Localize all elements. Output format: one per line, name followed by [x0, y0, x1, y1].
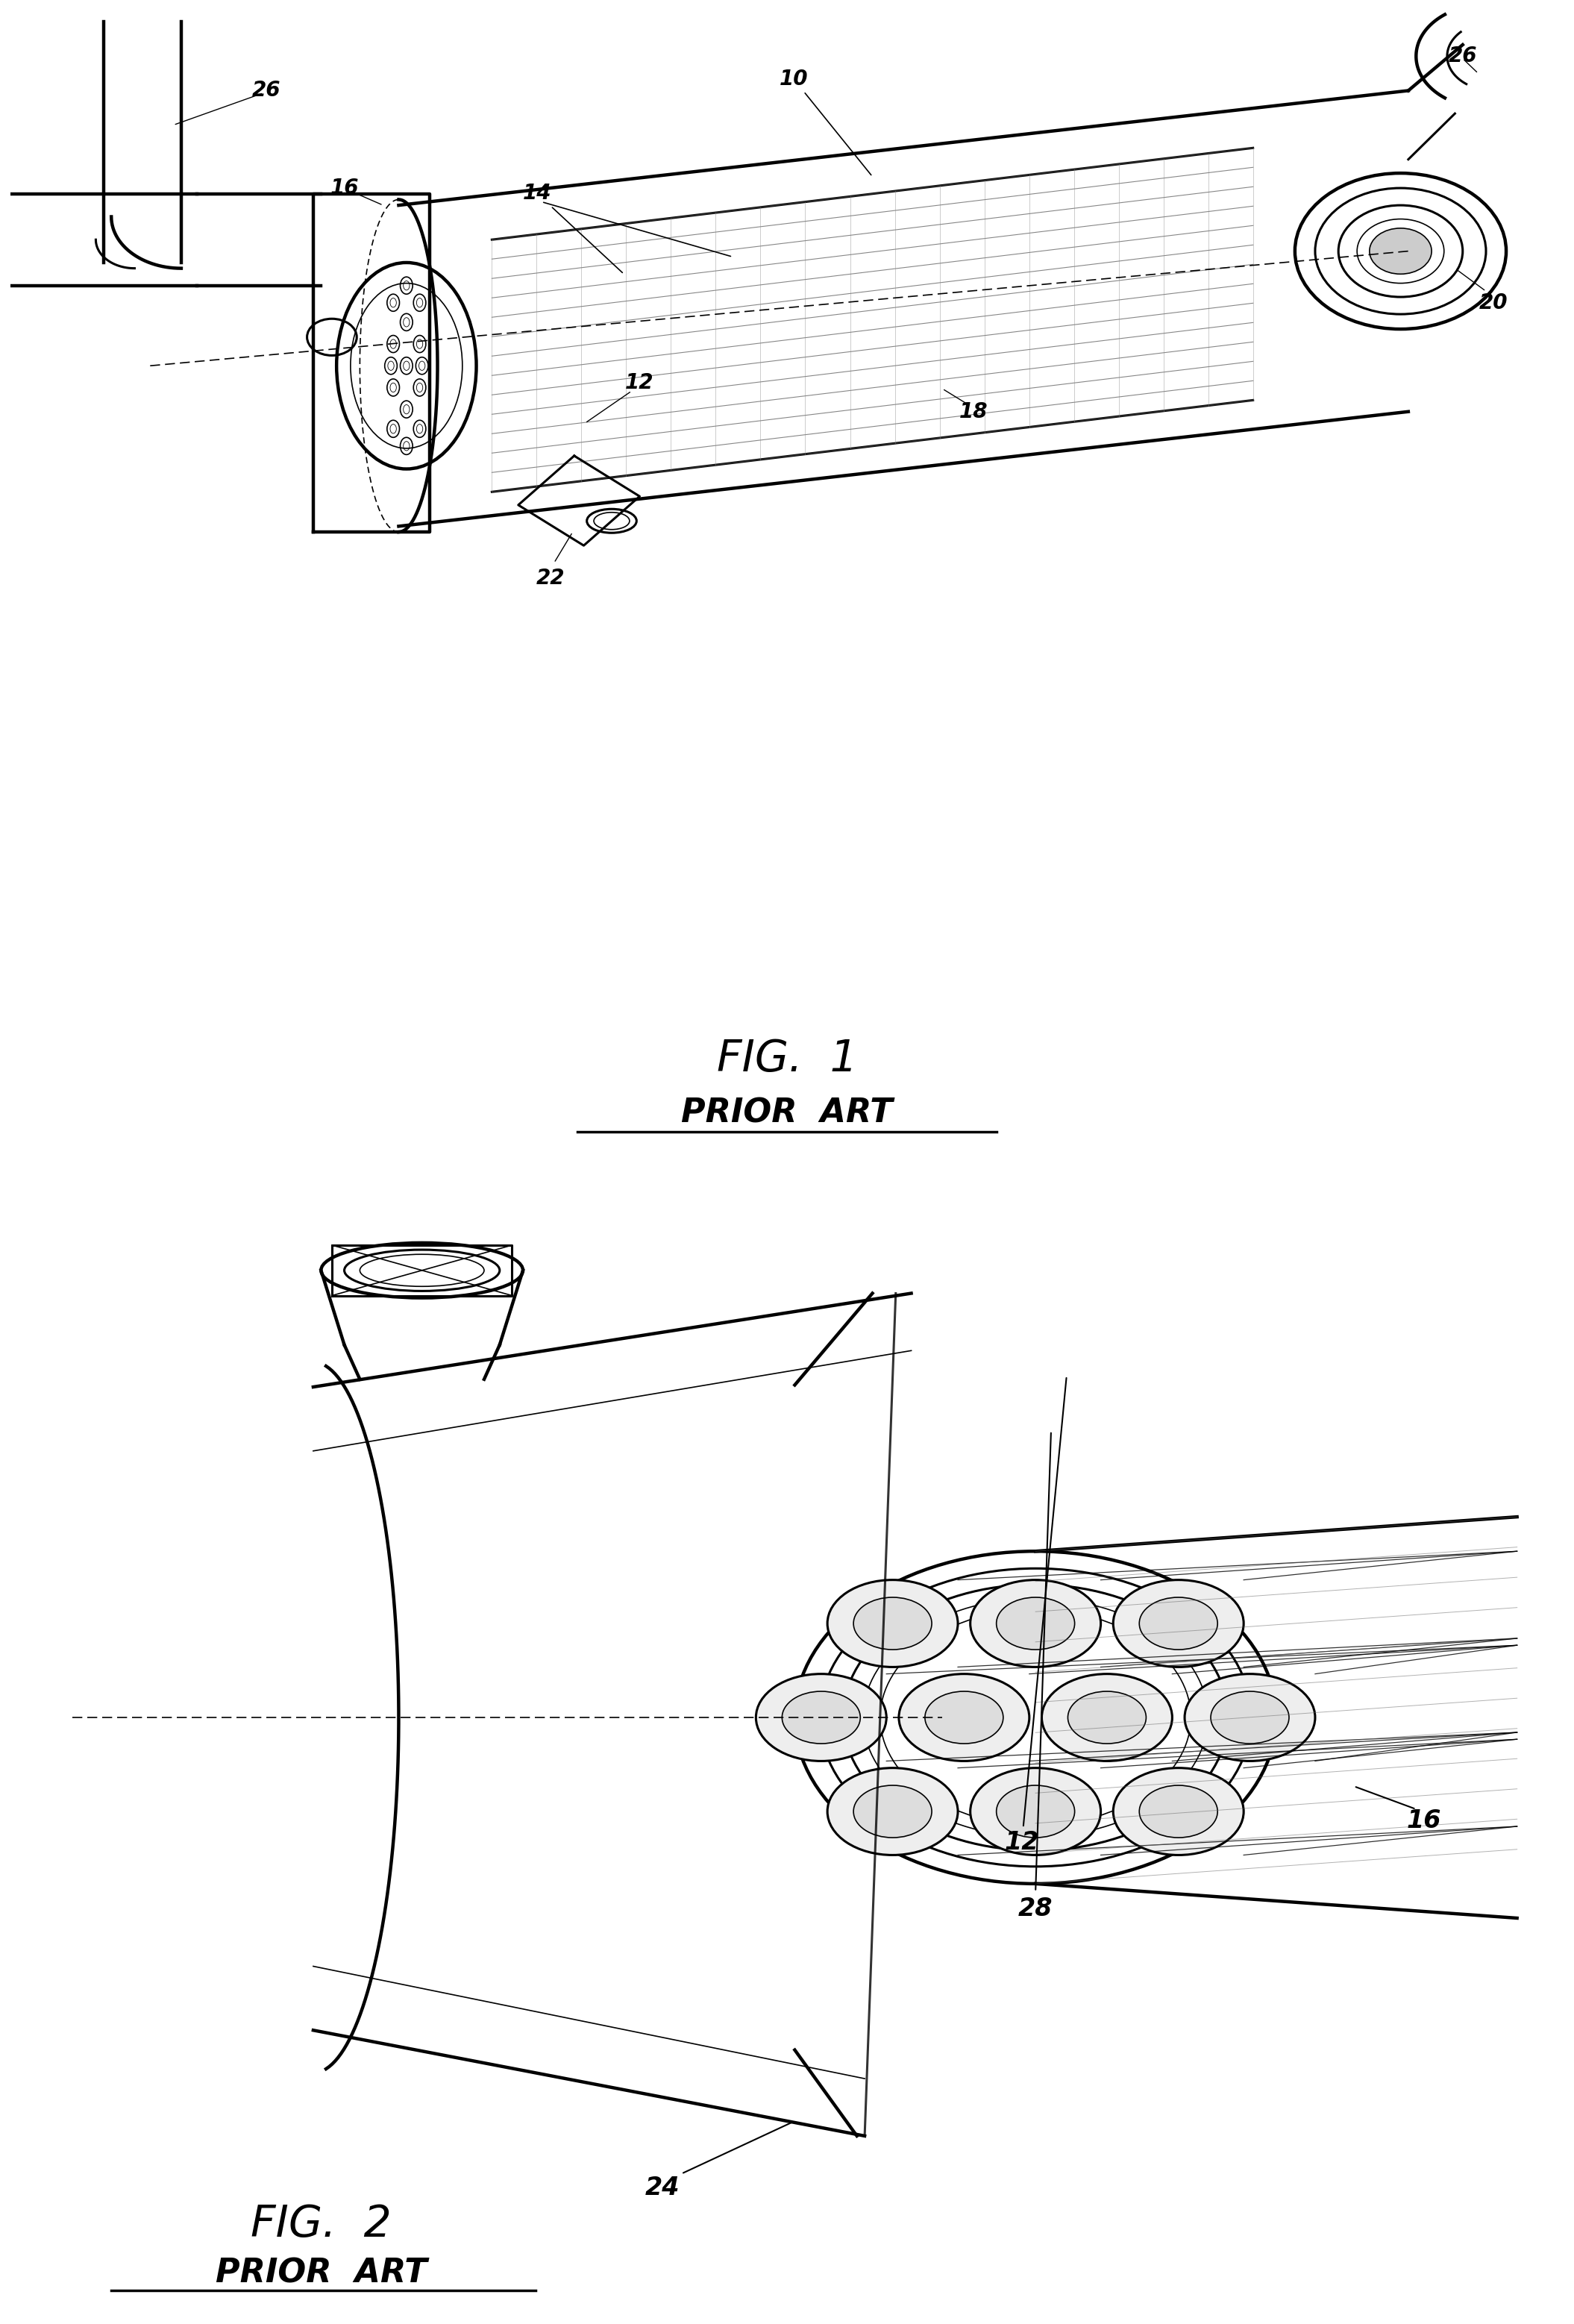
Ellipse shape: [1210, 1692, 1289, 1743]
Circle shape: [1369, 228, 1432, 274]
Ellipse shape: [1140, 1785, 1218, 1838]
Ellipse shape: [899, 1673, 1029, 1762]
Text: 16: 16: [331, 177, 359, 198]
Text: 24: 24: [645, 2175, 680, 2201]
Ellipse shape: [996, 1785, 1075, 1838]
Text: 14: 14: [523, 184, 622, 272]
Ellipse shape: [853, 1597, 932, 1650]
Ellipse shape: [1185, 1673, 1316, 1762]
Text: 10: 10: [779, 67, 870, 174]
Text: 28: 28: [1018, 1896, 1053, 1922]
Ellipse shape: [1067, 1692, 1146, 1743]
Ellipse shape: [828, 1769, 959, 1855]
Ellipse shape: [756, 1673, 886, 1762]
Text: FIG.  2: FIG. 2: [250, 2203, 392, 2245]
Text: PRIOR  ART: PRIOR ART: [216, 2257, 427, 2289]
Ellipse shape: [926, 1692, 1003, 1743]
Ellipse shape: [1140, 1597, 1218, 1650]
Text: 18: 18: [959, 402, 988, 423]
Ellipse shape: [970, 1769, 1100, 1855]
Text: FIG.  1: FIG. 1: [716, 1039, 858, 1081]
Text: PRIOR  ART: PRIOR ART: [682, 1097, 892, 1129]
Text: 20: 20: [1480, 293, 1508, 314]
Text: 22: 22: [537, 567, 565, 588]
Ellipse shape: [853, 1785, 932, 1838]
Text: 12: 12: [1004, 1378, 1067, 1855]
Text: 12: 12: [625, 372, 653, 393]
Ellipse shape: [828, 1580, 959, 1666]
Text: 26: 26: [252, 79, 282, 100]
Ellipse shape: [1042, 1673, 1173, 1762]
Ellipse shape: [1113, 1769, 1243, 1855]
Text: 16: 16: [1407, 1808, 1442, 1834]
Ellipse shape: [996, 1597, 1075, 1650]
Ellipse shape: [970, 1580, 1100, 1666]
Ellipse shape: [1113, 1580, 1243, 1666]
Text: 26: 26: [1448, 46, 1476, 67]
Ellipse shape: [782, 1692, 861, 1743]
